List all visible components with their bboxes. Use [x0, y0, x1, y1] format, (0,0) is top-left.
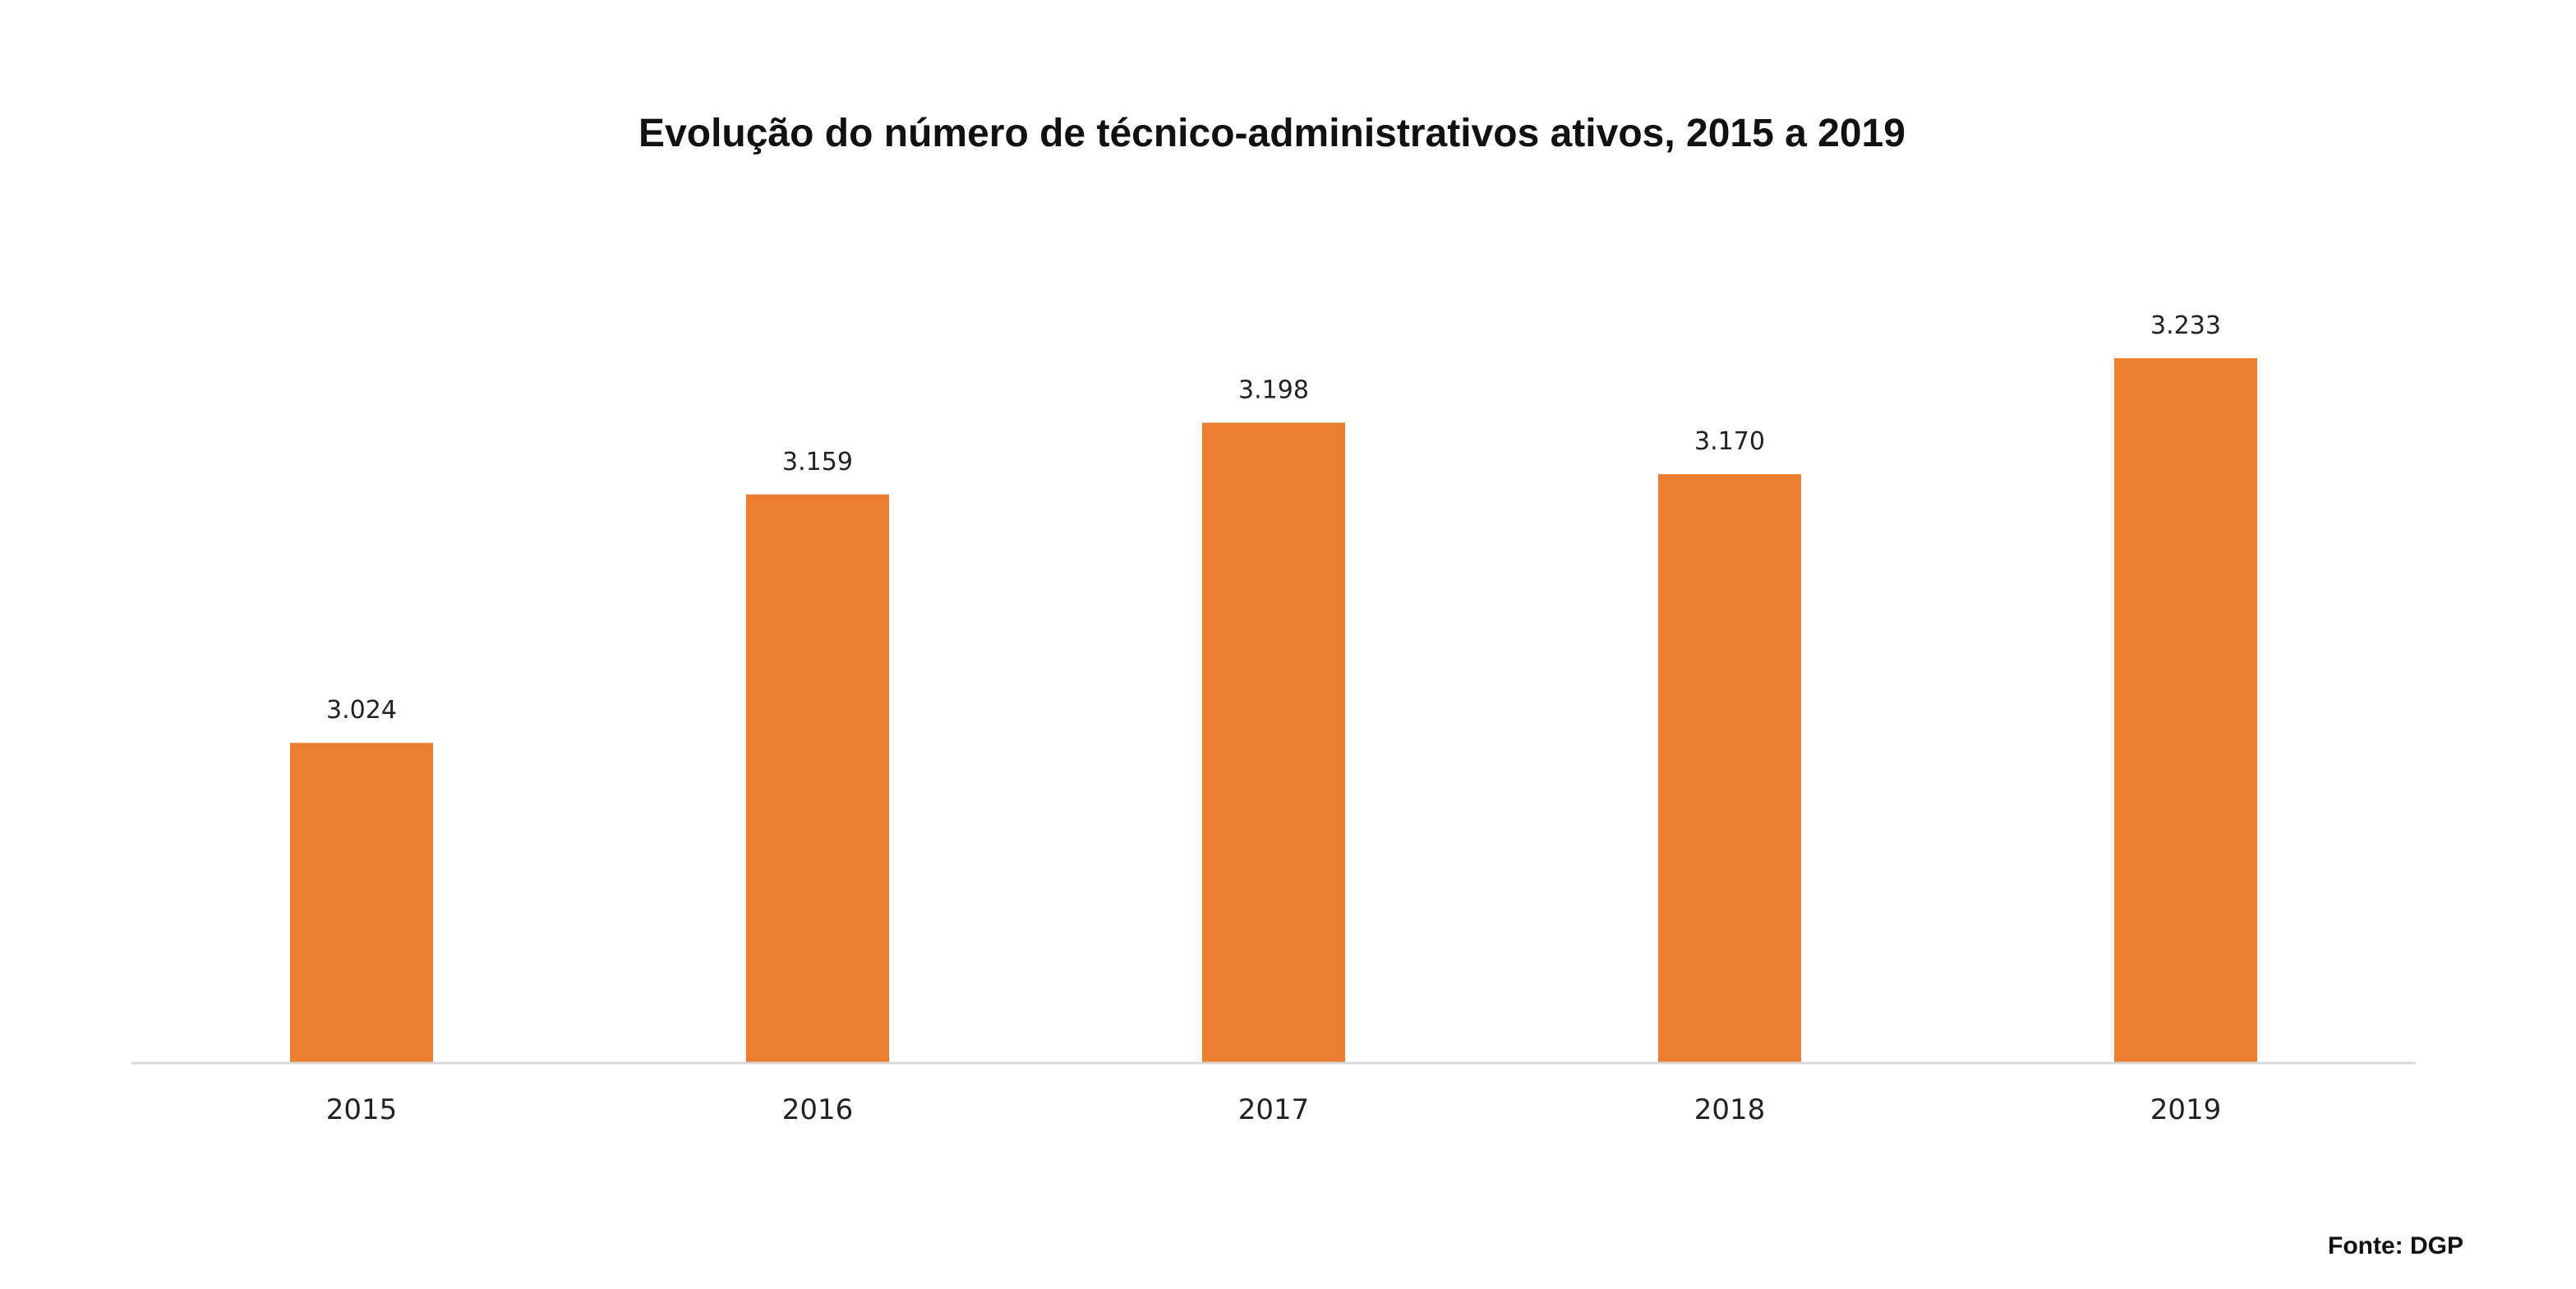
- x-tick-labels: 2015 2016 2017 2018 2019: [326, 1093, 2222, 1126]
- bar-2015: [290, 743, 433, 1063]
- source-note: Fonte: DGP: [2328, 1232, 2463, 1259]
- x-tick-label-2017: 2017: [1238, 1093, 1310, 1126]
- bars-group: [290, 358, 2257, 1064]
- x-tick-label-2019: 2019: [2150, 1093, 2222, 1126]
- data-label-2016: 3.159: [782, 448, 853, 476]
- bar-2018: [1658, 474, 1801, 1063]
- bar-2019: [2114, 358, 2257, 1064]
- data-labels: 3.024 3.159 3.198 3.170 3.233: [326, 311, 2221, 725]
- chart-title: Evolução do número de técnico-administra…: [638, 112, 1906, 155]
- x-tick-label-2018: 2018: [1694, 1093, 1766, 1126]
- bar-2017: [1202, 422, 1345, 1063]
- data-label-2018: 3.170: [1694, 427, 1765, 456]
- x-tick-label-2015: 2015: [326, 1093, 398, 1126]
- data-label-2015: 3.024: [326, 696, 397, 725]
- data-label-2017: 3.198: [1238, 375, 1309, 404]
- x-tick-label-2016: 2016: [782, 1093, 854, 1126]
- bar-2016: [746, 494, 889, 1063]
- data-label-2019: 3.233: [2150, 311, 2221, 340]
